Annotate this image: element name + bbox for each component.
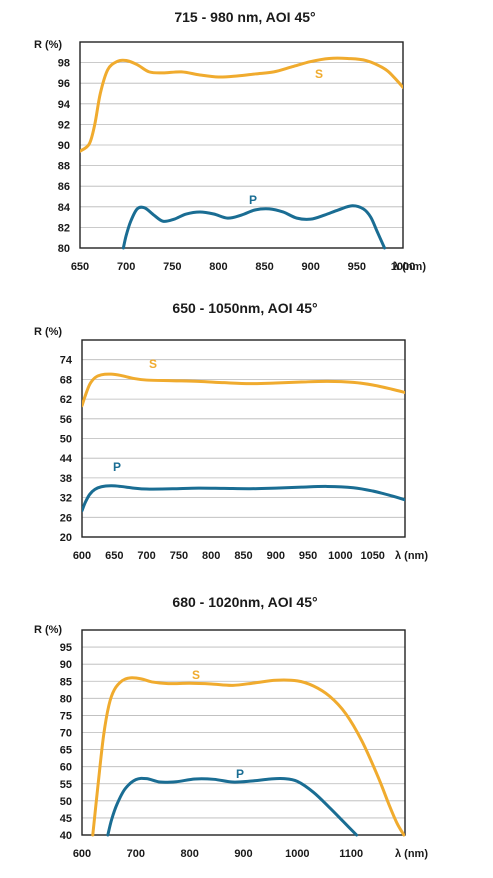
series-line-p [82,484,405,513]
y-tick-label: 45 [60,813,72,825]
series-label-s: S [315,67,323,81]
x-tick-label: 1000 [285,848,309,860]
x-tick-label: 1100 [339,848,363,860]
series-line-p [106,776,359,837]
y-tick-label: 44 [60,453,73,465]
chart-title: 650 - 1050nm, AOI 45° [172,300,317,316]
series-label-s: S [149,357,157,371]
x-tick-label: 650 [71,261,89,273]
y-tick-label: 20 [60,532,72,544]
series-line-s [82,372,405,408]
x-tick-label: 650 [105,550,123,562]
y-tick-label: 74 [60,355,73,367]
x-tick-label: 950 [299,550,317,562]
y-tick-label: 26 [60,512,72,524]
chart-panel-2: 650 - 1050nm, AOI 45° 20 26 32 38 44 50 56 62 68 7… [34,300,428,562]
y-tick-label: 65 [60,745,72,757]
series-line-s [80,56,403,153]
y-tick-label: 32 [60,493,72,505]
y-tick-label: 56 [60,414,72,426]
y-tick-label: 80 [58,243,70,255]
x-tick-label: 800 [209,261,227,273]
x-tick-label: 900 [267,550,285,562]
series-label-p: P [113,460,121,474]
series-line-p [121,204,387,250]
y-tick-label: 50 [60,434,72,446]
y-tick-label: 82 [58,222,70,234]
x-axis-label: λ (nm) [395,848,428,860]
plot-frame [79,41,404,249]
y-tick-label: 50 [60,796,72,808]
y-tick-label: 90 [58,140,70,152]
x-tick-label: 600 [73,848,91,860]
x-tick-label: 700 [137,550,155,562]
x-tick-label: 950 [348,261,366,273]
y-axis-label: R (%) [34,39,62,51]
x-tick-label: 700 [127,848,145,860]
x-tick-label: 850 [234,550,252,562]
y-tick-label: 94 [58,99,71,111]
x-tick-label: 800 [180,848,198,860]
x-tick-label: 750 [163,261,181,273]
x-tick-label: 1050 [360,550,384,562]
y-tick-label: 80 [60,693,72,705]
y-tick-label: 70 [60,728,72,740]
y-tick-label: 62 [60,394,72,406]
x-tick-label: 1000 [328,550,352,562]
series-label-s: S [192,668,200,682]
y-tick-label: 98 [58,58,70,70]
x-tick-label: 750 [170,550,188,562]
y-tick-label: 92 [58,119,70,131]
series-line-s [91,676,405,837]
chart-panel-3: 680 - 1020nm, AOI 45° 40 45 50 55 60 65 70 75 80 8… [34,594,428,860]
x-tick-label: 850 [255,261,273,273]
x-axis-label: λ (nm) [395,550,428,562]
y-tick-label: 85 [60,676,72,688]
y-axis-label: R (%) [34,624,62,636]
y-tick-label: 40 [60,830,72,842]
plot-frame [81,339,406,538]
x-tick-label: 900 [234,848,252,860]
x-tick-label: 900 [302,261,320,273]
y-tick-label: 96 [58,78,70,90]
plot-frame [81,629,406,836]
chart-title: 715 - 980 nm, AOI 45° [174,9,315,25]
y-tick-label: 88 [58,161,70,173]
x-tick-label: 700 [117,261,135,273]
series-label-p: P [249,193,257,207]
y-tick-label: 84 [58,202,71,214]
chart-title: 680 - 1020nm, AOI 45° [172,594,317,610]
y-tick-label: 68 [60,374,72,386]
y-tick-label: 55 [60,779,72,791]
y-axis-label: R (%) [34,326,62,338]
x-tick-label: 600 [73,550,91,562]
series-label-p: P [236,767,244,781]
y-tick-label: 86 [58,181,70,193]
y-tick-label: 90 [60,659,72,671]
x-tick-label: 800 [202,550,220,562]
y-tick-label: 38 [60,473,72,485]
y-tick-label: 95 [60,642,72,654]
x-axis-label: λ (nm) [393,261,426,273]
y-tick-label: 75 [60,710,72,722]
y-tick-label: 60 [60,762,72,774]
chart-panel-1: 715 - 980 nm, AOI 45° 80 82 84 86 88 90 92 94 96 9… [34,9,426,273]
x-tick-label: 1000 [391,261,415,273]
